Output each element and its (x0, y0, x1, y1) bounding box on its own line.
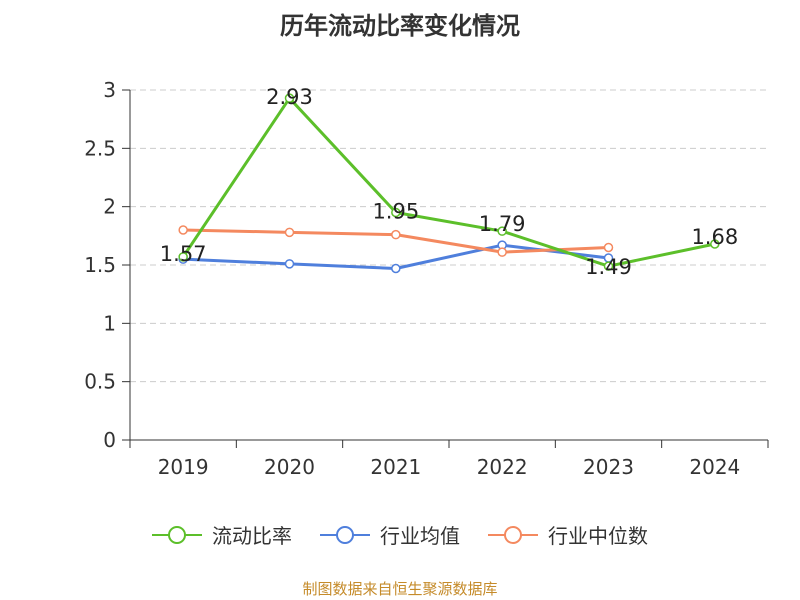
series-2-point-2019 (178, 225, 188, 235)
legend-label-current-ratio: 流动比率 (212, 524, 292, 548)
x-tick-label-2022: 2022 (477, 455, 528, 479)
data-label-2021: 1.95 (372, 200, 419, 224)
x-tick-label-2020: 2020 (264, 455, 315, 479)
series-2-point-2020 (284, 227, 295, 238)
legend-label-industry-mean: 行业均值 (380, 524, 460, 548)
data-label-2024: 1.68 (691, 225, 738, 249)
series-0-point-2021 (391, 207, 401, 218)
series-0-point-2024 (710, 239, 720, 249)
series-0-point-2022 (497, 226, 507, 236)
legend-item-industry-mean[interactable]: 行业均值 (320, 520, 460, 549)
legend-swatch-industry-median (488, 525, 538, 544)
y-tick-label-6: 3 (103, 78, 116, 102)
x-tick-label-2024: 2024 (689, 455, 740, 479)
series-line-0 (181, 96, 716, 268)
y-tick-label-2: 1 (103, 311, 116, 335)
legend-swatch-current-ratio (152, 525, 202, 544)
data-label-2019: 1.57 (160, 242, 207, 266)
series-0-point-2023 (603, 261, 614, 271)
x-tick-label-2021: 2021 (370, 455, 421, 479)
y-tick-label-1: 0.5 (84, 370, 116, 394)
data-label-2022: 1.79 (479, 212, 526, 236)
data-label-2023: 1.49 (585, 255, 632, 279)
series-1-point-2021 (391, 263, 401, 274)
series-0-point-2020 (284, 93, 295, 103)
series-0-point-2019 (178, 252, 188, 262)
legend-swatch-industry-mean (320, 525, 370, 544)
series-2-point-2021 (391, 229, 401, 240)
series-2-point-2023 (603, 242, 614, 253)
data-label-2020: 2.93 (266, 85, 313, 109)
y-tick-label-5: 2.5 (84, 136, 116, 160)
y-tick-label-4: 2 (103, 195, 116, 219)
legend-item-industry-median[interactable]: 行业中位数 (488, 520, 648, 549)
series-2-point-2022 (497, 247, 507, 257)
chart-legend: 流动比率 行业均值 行业中位数 (0, 520, 800, 549)
x-tick-label-2019: 2019 (158, 455, 209, 479)
legend-label-industry-median: 行业中位数 (548, 524, 648, 548)
y-tick-label-3: 1.5 (84, 253, 116, 277)
legend-item-current-ratio[interactable]: 流动比率 (152, 520, 292, 549)
x-tick-label-2023: 2023 (583, 455, 634, 479)
data-source-note: 制图数据来自恒生聚源数据库 (302, 580, 498, 598)
series-1-point-2020 (284, 259, 295, 269)
y-tick-label-0: 0 (103, 428, 116, 452)
chart-title: 历年流动比率变化情况 (280, 12, 520, 40)
